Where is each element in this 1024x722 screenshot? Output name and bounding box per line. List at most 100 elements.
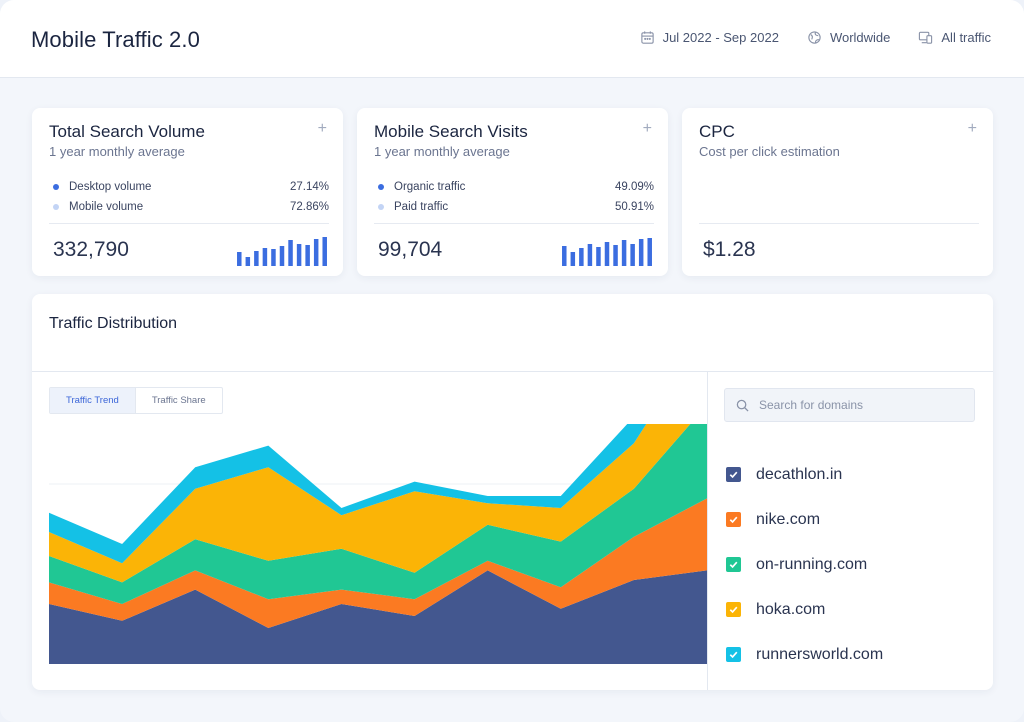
domain-search-box	[724, 388, 975, 422]
traffic-area-chart	[49, 424, 707, 664]
domain-legend: decathlon.in nike.com on-running.com hoka.c…	[726, 452, 883, 677]
date-range-label: Jul 2022 - Sep 2022	[662, 30, 779, 45]
metric-row: Desktop volume 27.14%	[53, 177, 329, 197]
card-subtitle: Cost per click estimation	[699, 144, 840, 159]
card-subtitle: 1 year monthly average	[49, 144, 185, 159]
metric-value: 72.86%	[289, 201, 329, 213]
add-icon[interactable]: +	[642, 120, 652, 137]
traffic-distribution-panel: Traffic Distribution Traffic Trend Traff…	[32, 294, 993, 690]
card-divider	[374, 223, 654, 224]
legend-checkbox[interactable]	[726, 602, 741, 617]
tab-traffic-trend[interactable]: Traffic Trend	[50, 388, 136, 413]
card-title: CPC	[699, 122, 735, 141]
area-series-runnersworld-com[interactable]	[49, 424, 707, 564]
cpc-card: CPC Cost per click estimation + $1.28	[682, 108, 993, 276]
check-icon	[729, 516, 738, 524]
sparkline-bar	[245, 257, 251, 266]
metric-row: Mobile volume 72.86%	[53, 197, 329, 217]
tab-traffic-share[interactable]: Traffic Share	[151, 395, 206, 406]
legend-item-on-running-com[interactable]: on-running.com	[726, 542, 883, 587]
metric-label: Organic traffic	[394, 181, 466, 193]
metric-value: 27.14%	[289, 181, 329, 193]
traffic-filter[interactable]: All traffic	[918, 30, 991, 45]
check-icon	[729, 651, 738, 659]
legend-item-runnersworld-com[interactable]: runnersworld.com	[726, 632, 883, 677]
metric-label: Mobile volume	[69, 201, 144, 213]
sparkline-bars	[562, 238, 652, 266]
legend-label: hoka.com	[756, 600, 826, 618]
sparkline-bar	[313, 239, 319, 266]
metric-value: 50.91%	[614, 201, 654, 213]
sparkline-bars	[237, 237, 327, 266]
traffic-label: All traffic	[941, 30, 991, 45]
check-icon	[729, 606, 738, 614]
metric-label: Desktop volume	[69, 181, 152, 193]
legend-item-nike-com[interactable]: nike.com	[726, 497, 883, 542]
total-value: $1.28	[703, 238, 756, 261]
sparkline-bar	[296, 244, 302, 266]
metric-label: Paid traffic	[394, 201, 449, 213]
region-label: Worldwide	[829, 30, 891, 45]
legend-checkbox[interactable]	[726, 467, 741, 482]
legend-dot	[378, 184, 384, 190]
legend-label: decathlon.in	[756, 465, 843, 483]
sparkline-bar	[305, 245, 310, 266]
sparkline-bar	[271, 249, 276, 266]
sparkline-bar	[596, 247, 601, 266]
search-icon	[736, 399, 749, 412]
legend-dot	[53, 184, 59, 190]
panel-divider	[32, 371, 993, 372]
sparkline-bar	[630, 244, 635, 266]
date-range-filter[interactable]: Jul 2022 - Sep 2022	[640, 30, 779, 45]
domain-search-input[interactable]	[759, 398, 959, 412]
legend-dot	[378, 204, 384, 210]
legend-checkbox[interactable]	[726, 647, 741, 662]
area-series-nike-com[interactable]	[49, 498, 707, 628]
total-value: 99,704	[378, 238, 443, 261]
legend-checkbox[interactable]	[726, 512, 741, 527]
calendar-icon	[640, 31, 654, 44]
check-icon	[729, 561, 738, 569]
sparkline-bar	[604, 242, 610, 266]
area-series-decathlon-in[interactable]	[49, 570, 707, 664]
mobile-search-visits-card: Mobile Search Visits 1 year monthly aver…	[357, 108, 668, 276]
sparkline-bar	[638, 239, 644, 266]
card-title: Total Search Volume	[49, 122, 205, 141]
top-header: Mobile Traffic 2.0 Jul 2022 - Sep 2022 W…	[0, 0, 1024, 78]
sparkline-bar	[322, 237, 327, 266]
legend-dot	[53, 204, 59, 210]
card-divider	[699, 223, 979, 224]
legend-label: nike.com	[756, 510, 821, 528]
sparkline-bar	[587, 244, 593, 266]
metric-value: 49.09%	[614, 181, 654, 193]
card-subtitle: 1 year monthly average	[374, 144, 510, 159]
sparkline-bar	[288, 240, 293, 266]
sparkline-bar	[647, 238, 652, 266]
sparkline-bar	[579, 248, 584, 266]
panel-column-divider	[707, 371, 708, 690]
legend-item-hoka-com[interactable]: hoka.com	[726, 587, 883, 632]
sparkline-bar	[570, 252, 576, 266]
sparkline-bar	[279, 246, 285, 266]
legend-checkbox[interactable]	[726, 557, 741, 572]
area-series-hoka-com[interactable]	[49, 424, 707, 583]
legend-item-decathlon-in[interactable]: decathlon.in	[726, 452, 883, 497]
metric-row: Organic traffic 49.09%	[378, 177, 654, 197]
sparkline-bar	[254, 251, 259, 266]
page-title: Mobile Traffic 2.0	[31, 27, 200, 52]
legend-label: runnersworld.com	[756, 645, 884, 663]
total-search-volume-card: Total Search Volume 1 year monthly avera…	[32, 108, 343, 276]
sparkline-bar	[237, 252, 242, 266]
card-divider	[49, 223, 329, 224]
chart-tabs: Traffic Trend Traffic Share	[49, 387, 223, 414]
sparkline-bar	[621, 240, 627, 266]
sparkline-bar	[613, 245, 618, 266]
region-filter[interactable]: Worldwide	[807, 30, 890, 45]
area-series-on-running-com[interactable]	[49, 424, 707, 604]
add-icon[interactable]: +	[967, 120, 977, 137]
card-title: Mobile Search Visits	[374, 122, 528, 141]
sparkline-bar	[262, 248, 268, 266]
sparkline-bar	[562, 246, 567, 266]
add-icon[interactable]: +	[317, 120, 327, 137]
